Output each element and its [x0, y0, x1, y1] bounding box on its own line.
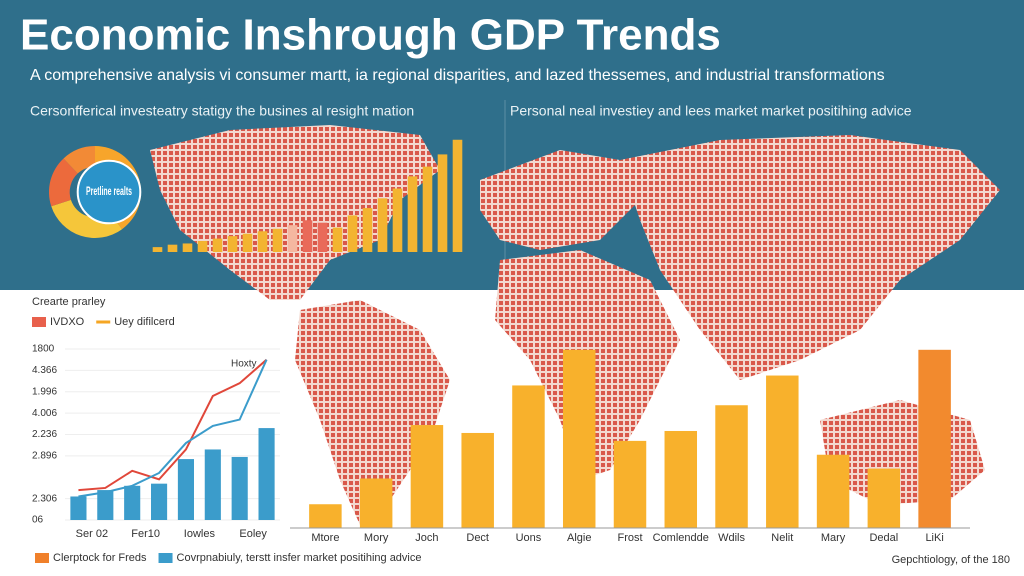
legend-swatch — [158, 553, 173, 563]
legend-label: Covrpnabiuly, terstt insfer market posit… — [177, 552, 422, 564]
line-series — [78, 359, 268, 498]
bar — [257, 231, 268, 252]
bar — [212, 238, 223, 252]
legend-swatch — [32, 317, 46, 327]
chart-title: Crearte prarley — [32, 296, 106, 308]
y-tick-label: 06 — [32, 515, 44, 526]
x-tick-label: Ser 02 — [76, 528, 108, 540]
x-tick-label: Uons — [516, 532, 542, 544]
x-tick-label: Joch — [415, 532, 438, 544]
bar — [317, 222, 328, 252]
donut-center — [76, 159, 142, 225]
x-tick-label: Iowles — [184, 528, 216, 540]
x-tick-label: Comlendde — [653, 532, 709, 544]
x-tick-label: Dect — [466, 532, 489, 544]
x-tick-label: Wdils — [718, 532, 745, 544]
bar — [816, 454, 850, 528]
y-tick-label: 2.236 — [32, 429, 57, 440]
bar — [309, 504, 342, 528]
x-tick-label: Fer10 — [131, 528, 160, 540]
bar — [272, 228, 283, 252]
x-tick-label: Algie — [567, 532, 591, 544]
bar — [347, 215, 358, 252]
legend-label: IVDXO — [50, 316, 85, 328]
bar — [359, 478, 393, 528]
bar — [332, 227, 343, 252]
bar — [422, 166, 433, 252]
x-tick-label: Nelit — [771, 532, 793, 544]
donut-slice — [48, 158, 78, 207]
section-right: Personal neal investiey and lees market … — [510, 103, 912, 119]
bar — [377, 198, 388, 252]
bar — [362, 208, 373, 252]
donut-slice — [63, 146, 95, 174]
x-tick-label: Mtore — [311, 532, 339, 544]
bar — [715, 405, 748, 528]
y-tick-label: 2.306 — [32, 493, 57, 504]
legend-label: Clerptock for Freds — [53, 552, 147, 564]
x-tick-label: Frost — [617, 532, 642, 544]
bar — [613, 440, 647, 528]
bar — [97, 490, 114, 520]
bar — [227, 236, 238, 252]
bar — [562, 349, 596, 528]
world-map — [150, 125, 1000, 525]
donut-slice — [51, 199, 123, 238]
title: Economic Inshrough GDP Trends — [20, 11, 721, 60]
y-tick-label: 1.996 — [32, 386, 57, 397]
bar — [302, 220, 313, 252]
y-tick-label: 2.896 — [32, 451, 57, 462]
bar — [124, 485, 141, 520]
x-tick-label: Eoley — [239, 528, 267, 540]
bar — [197, 241, 208, 252]
bar — [664, 430, 698, 528]
x-tick-label: Dedal — [869, 532, 898, 544]
bar — [231, 456, 248, 520]
bar — [151, 483, 168, 520]
footer-credit: Gepchtiology, of the 180 — [892, 554, 1010, 566]
bar — [867, 468, 901, 528]
y-tick-label: 4.006 — [32, 408, 57, 419]
x-tick-label: LiKi — [925, 532, 943, 544]
legend-label: Uey difilcerd — [114, 316, 175, 328]
bar — [512, 385, 545, 528]
bar — [242, 233, 253, 252]
section-left: Cersonfferical investeatry statigy the b… — [30, 103, 414, 119]
bar — [152, 247, 163, 252]
bar — [392, 188, 403, 252]
bar — [177, 459, 194, 520]
bar — [461, 432, 494, 528]
bar — [167, 244, 178, 252]
x-tick-label: Mary — [821, 532, 846, 544]
bar — [407, 176, 418, 252]
bar — [204, 449, 221, 520]
bar — [452, 139, 463, 252]
y-tick-label: 4.366 — [32, 365, 57, 376]
y-tick-label: 1800 — [32, 344, 55, 355]
subtitle: A comprehensive analysis vi consumer mar… — [30, 67, 885, 84]
annotation: Hoxty — [231, 358, 257, 369]
bar — [918, 349, 951, 528]
bar — [287, 225, 298, 252]
bar — [437, 154, 448, 252]
bar — [410, 425, 444, 528]
line-series — [78, 358, 268, 492]
x-tick-label: Mory — [364, 532, 389, 544]
bar — [766, 375, 799, 528]
legend-swatch — [35, 553, 49, 563]
bar — [182, 243, 193, 252]
donut-label: Pretline realts — [86, 184, 132, 198]
bar — [258, 428, 275, 520]
bar — [70, 496, 87, 520]
